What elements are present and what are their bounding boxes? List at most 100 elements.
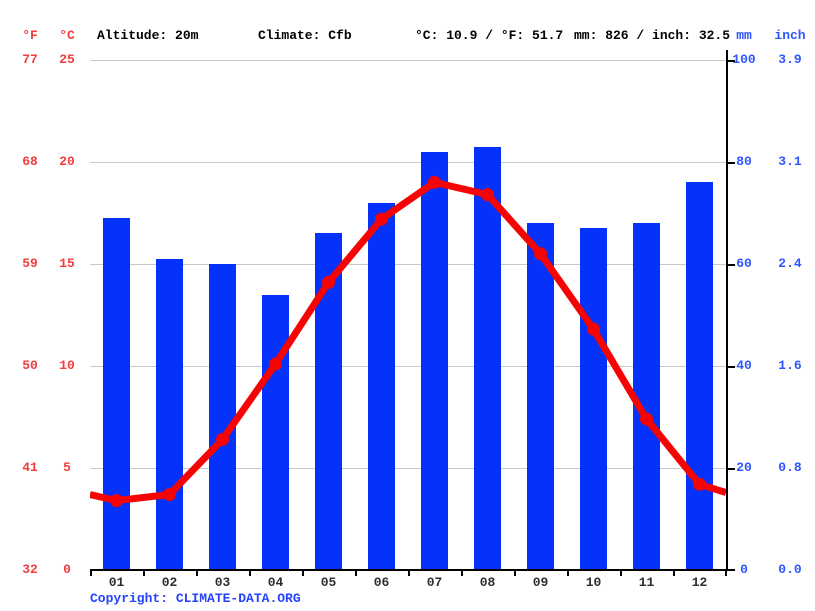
month-label-04: 04	[267, 575, 284, 590]
altitude-label: Altitude: 20m	[97, 28, 199, 43]
month-label-06: 06	[373, 575, 390, 590]
x-axis-tick	[249, 570, 251, 576]
month-label-09: 09	[532, 575, 549, 590]
month-label-11: 11	[638, 575, 655, 590]
month-label-02: 02	[161, 575, 178, 590]
precipitation-bar-01	[103, 218, 130, 570]
climate-classification-label: Climate: Cfb	[258, 28, 352, 43]
temperature-point-09	[534, 247, 547, 261]
inch-tick: 2.4	[778, 256, 802, 271]
month-label-08: 08	[479, 575, 496, 590]
temperature-point-01	[110, 494, 123, 508]
temperature-point-07	[428, 175, 441, 189]
fahrenheit-tick: 50	[22, 358, 38, 373]
month-label-12: 12	[691, 575, 708, 590]
copyright-prefix: Copyright:	[90, 591, 176, 606]
fahrenheit-axis-title: °F	[22, 28, 38, 43]
fahrenheit-tick: 32	[22, 562, 38, 577]
precipitation-bar-10	[580, 228, 607, 570]
temperature-line-chart	[90, 175, 726, 508]
temperature-point-03	[216, 432, 229, 446]
x-axis-tick	[620, 570, 622, 576]
temperature-point-06	[375, 212, 388, 226]
right-axis-tick	[727, 60, 735, 62]
precipitation-bar-05	[315, 233, 342, 570]
month-label-10: 10	[585, 575, 602, 590]
gridline	[90, 366, 726, 367]
right-axis-tick	[727, 366, 735, 368]
inch-tick: 3.1	[778, 154, 802, 169]
mm-tick: 80	[736, 154, 752, 169]
gridline	[90, 468, 726, 469]
temperature-point-10	[587, 322, 600, 336]
mm-tick: 100	[732, 52, 756, 67]
celsius-tick: 15	[59, 256, 75, 271]
right-axis-tick	[727, 162, 735, 164]
right-axis-line	[726, 50, 728, 571]
inch-tick: 3.9	[778, 52, 802, 67]
month-label-03: 03	[214, 575, 231, 590]
inch-tick: 0.0	[778, 562, 802, 577]
precipitation-bar-02	[156, 259, 183, 570]
precipitation-bar-09	[527, 223, 554, 570]
temperature-point-02	[163, 488, 176, 501]
celsius-tick: 10	[59, 358, 75, 373]
celsius-tick: 25	[59, 52, 75, 67]
precipitation-bar-04	[262, 295, 289, 570]
celsius-tick: 0	[63, 562, 71, 577]
x-axis-tick	[408, 570, 410, 576]
month-label-05: 05	[320, 575, 337, 590]
precipitation-bar-12	[686, 182, 713, 570]
inch-tick: 0.8	[778, 460, 802, 475]
fahrenheit-tick: 77	[22, 52, 38, 67]
celsius-tick: 5	[63, 460, 71, 475]
fahrenheit-tick: 59	[22, 256, 38, 271]
x-axis-tick	[567, 570, 569, 576]
celsius-axis-title: °C	[59, 28, 75, 43]
temperature-line	[90, 178, 726, 505]
x-axis-tick	[196, 570, 198, 576]
x-axis-tick	[673, 570, 675, 576]
climate-data-org-link[interactable]: CLIMATE-DATA.ORG	[175, 591, 301, 606]
x-axis-tick	[143, 570, 145, 576]
x-axis-tick	[461, 570, 463, 576]
plot-area	[90, 60, 726, 570]
precipitation-bar-06	[368, 203, 395, 570]
month-label-01: 01	[108, 575, 125, 590]
annual-precipitation-label: mm: 826 / inch: 32.5	[574, 28, 731, 43]
gridline	[90, 264, 726, 265]
right-axis-tick	[727, 569, 735, 571]
x-axis-tick	[302, 570, 304, 576]
celsius-tick: 20	[59, 154, 75, 169]
mm-tick: 0	[740, 562, 748, 577]
right-axis-tick	[727, 468, 735, 470]
x-axis-tick	[355, 570, 357, 576]
fahrenheit-tick: 68	[22, 154, 38, 169]
right-axis-tick	[727, 264, 735, 266]
precipitation-bar-11	[633, 223, 660, 570]
fahrenheit-tick: 41	[22, 460, 38, 475]
inch-tick: 1.6	[778, 358, 802, 373]
temperature-point-04	[269, 357, 282, 371]
gridline	[90, 60, 726, 61]
temperature-point-12	[693, 477, 706, 491]
x-axis-tick	[514, 570, 516, 576]
inch-axis-title: inch	[774, 28, 806, 43]
x-axis-tick	[725, 570, 727, 576]
copyright-notice: Copyright: CLIMATE-DATA.ORG	[90, 591, 301, 606]
gridline	[90, 162, 726, 163]
mm-axis-title: mm	[736, 28, 752, 43]
precipitation-bar-08	[474, 147, 501, 570]
temperature-point-08	[481, 188, 494, 202]
precipitation-bar-03	[209, 264, 236, 570]
mm-tick: 40	[736, 358, 752, 373]
month-label-07: 07	[426, 575, 443, 590]
mm-tick: 20	[736, 460, 752, 475]
temperature-point-11	[640, 412, 653, 426]
x-axis-tick	[90, 570, 92, 576]
temperature-point-05	[322, 275, 335, 289]
mm-tick: 60	[736, 256, 752, 271]
precipitation-bar-07	[421, 152, 448, 570]
annual-mean-temperature-label: °C: 10.9 / °F: 51.7	[415, 28, 564, 43]
